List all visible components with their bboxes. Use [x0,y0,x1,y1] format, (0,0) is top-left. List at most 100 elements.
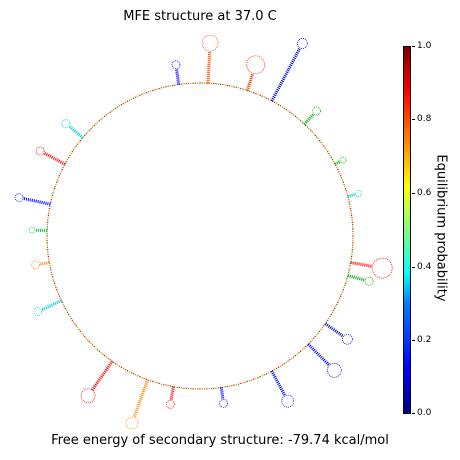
backbone-base [317,332,319,334]
backbone-base [107,112,109,115]
backbone-base [149,380,152,382]
backbone-base [56,181,58,183]
backbone-base [141,376,143,379]
backbone-base [81,332,83,334]
backbone-base [314,134,316,137]
backbone-base [118,365,121,367]
backbone-base [194,388,197,390]
hairpin-stem [90,360,114,391]
backbone-base [79,330,82,333]
hairpin-stem [39,261,50,266]
backbone-base [338,299,340,302]
hairpin-stem [270,370,287,397]
backbone-base [53,190,55,192]
backbone-base [253,378,255,380]
backbone-base [165,384,167,386]
backbone-base [213,387,215,390]
backbone-base [237,383,240,385]
backbone-base [47,214,50,217]
backbone-base [217,83,219,85]
backbone-base [100,352,102,354]
hairpin-stem [307,343,331,367]
backbone-base [292,356,295,358]
hairpin-stem [43,151,66,166]
backbone-base [206,388,208,390]
backbone-base [334,307,336,310]
backbone-base [143,92,145,95]
hairpin-loop [35,146,45,156]
backbone-base [255,377,257,380]
backbone-base [78,328,80,331]
backbone-base [338,170,340,173]
backbone-base [57,177,60,179]
backbone-base [46,244,48,246]
backbone-base [46,246,49,249]
backbone-base [277,103,280,106]
backbone-base [56,179,59,181]
backbone-base [47,219,49,221]
hairpin-loop [31,260,40,270]
backbone-base [325,149,328,151]
backbone-base [72,149,75,151]
backbone-base [74,147,76,149]
backbone-base [340,177,343,179]
backbone-base [289,359,291,361]
backbone-base [71,319,74,321]
backbone-base [321,143,324,145]
backbone-base [314,335,316,338]
backbone-base [344,282,347,284]
backbone-base [91,126,94,128]
backbone-base [87,131,89,133]
backbone-base [240,87,242,90]
hairpin-stem [68,124,84,139]
hairpin-loop [125,416,139,430]
hairpin-loop [165,400,175,409]
colorbar-label: Equilibrium probability [433,154,449,302]
backbone-base [128,371,131,373]
backbone-base [56,289,58,291]
backbone-base [51,196,53,199]
backbone-base [134,96,137,98]
backbone-base [352,239,354,242]
backbone-base [279,365,282,367]
backbone-base [122,102,125,105]
backbone-base [95,347,97,349]
free-energy-caption: Free energy of secondary structure: -79.… [0,433,460,448]
backbone-base [346,192,348,194]
backbone-base [248,380,251,382]
backbone-base [250,379,253,381]
backbone-base [171,84,174,87]
backbone-base [54,284,56,287]
backbone-ring [46,82,354,390]
hairpin-loop [61,119,71,128]
backbone-base [217,387,219,389]
backbone-base [52,192,54,194]
backbone-base [156,382,158,384]
backbone-base [79,139,82,142]
rna-structure-diagram [14,34,393,430]
backbone-base [130,372,133,374]
backbone-base [351,223,354,226]
backbone-base [233,384,235,386]
hairpin-loop [171,60,181,70]
backbone-base [231,384,233,387]
backbone-base [345,190,347,192]
backbone-base [187,82,190,85]
backbone-base [244,381,246,383]
colorbar-tick [412,340,415,341]
backbone-base [347,271,350,273]
backbone-base [93,124,95,127]
hairpin-loop [219,398,228,408]
backbone-base [163,86,165,89]
backbone-base [208,388,210,390]
backbone-base [69,154,71,157]
colorbar-tick [412,46,415,47]
backbone-base [55,183,57,186]
backbone-base [58,295,61,297]
backbone-base [344,284,346,287]
backbone-base [248,90,251,92]
backbone-base [51,194,54,196]
backbone-base [46,242,48,244]
backbone-base [105,114,108,116]
backbone-base [46,221,49,223]
